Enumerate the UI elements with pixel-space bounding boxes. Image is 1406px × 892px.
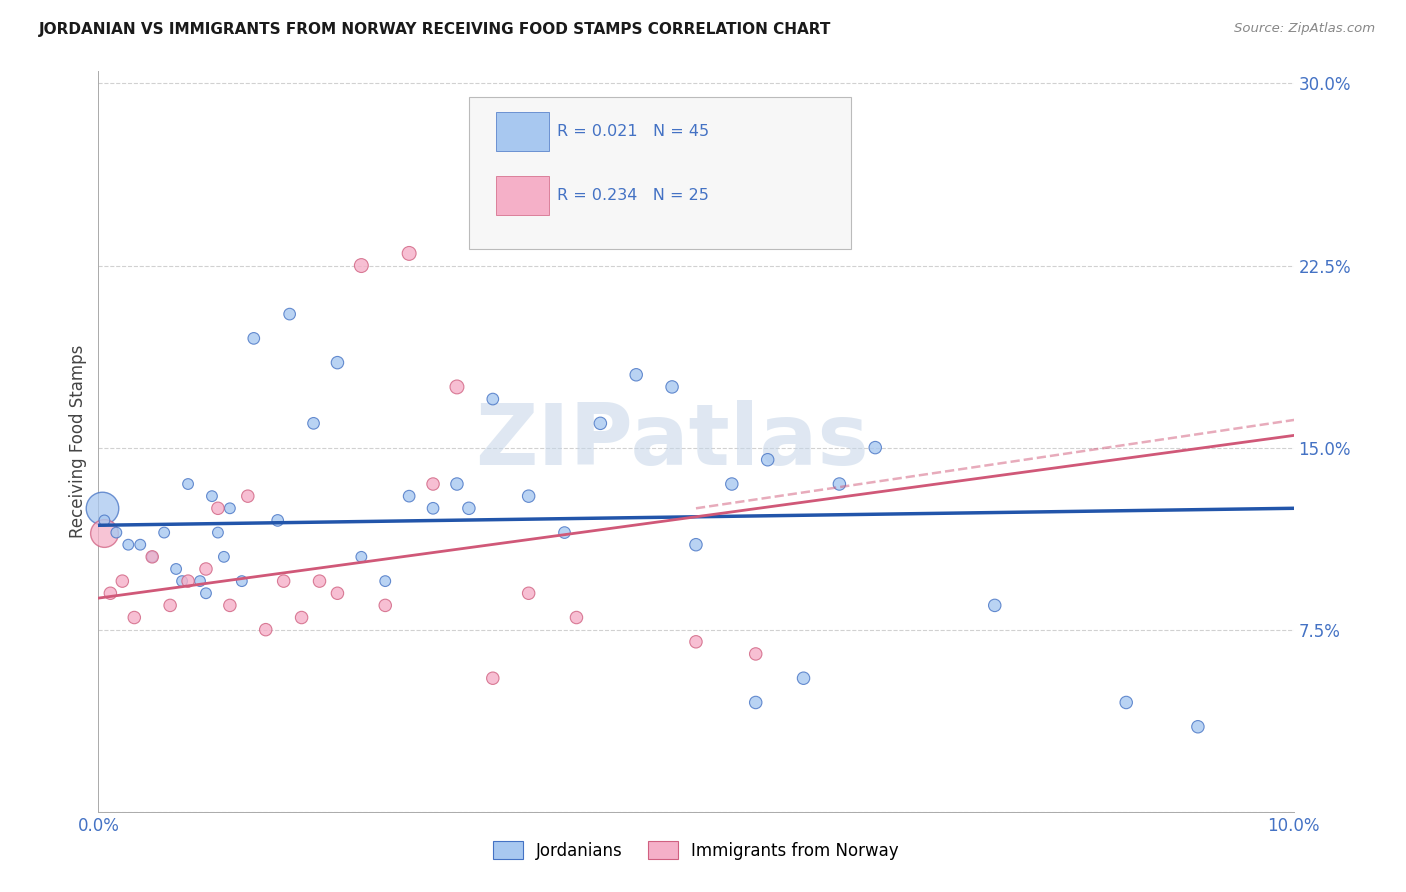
Point	[302, 417, 325, 431]
Point	[254, 623, 277, 637]
Point	[278, 307, 301, 321]
Point	[565, 610, 588, 624]
Point	[188, 574, 211, 588]
Point	[117, 538, 139, 552]
Point	[273, 574, 295, 588]
Point	[1115, 696, 1137, 710]
Point	[517, 586, 540, 600]
Point	[243, 331, 266, 345]
Point	[446, 477, 468, 491]
Text: R = 0.234   N = 25: R = 0.234 N = 25	[557, 188, 709, 203]
Point	[219, 501, 242, 516]
FancyBboxPatch shape	[496, 177, 548, 215]
Point	[721, 477, 744, 491]
Point	[207, 525, 229, 540]
Point	[201, 489, 224, 503]
Point	[93, 513, 115, 527]
Point	[141, 549, 163, 564]
Point	[98, 586, 122, 600]
Point	[756, 452, 779, 467]
Point	[165, 562, 187, 576]
Text: JORDANIAN VS IMMIGRANTS FROM NORWAY RECEIVING FOOD STAMPS CORRELATION CHART: JORDANIAN VS IMMIGRANTS FROM NORWAY RECE…	[39, 22, 832, 37]
Point	[422, 477, 444, 491]
Point	[374, 599, 396, 613]
Point	[374, 574, 396, 588]
Point	[745, 647, 768, 661]
Point	[236, 489, 259, 503]
Point	[291, 610, 314, 624]
Point	[195, 562, 218, 576]
Point	[195, 586, 218, 600]
Point	[589, 417, 612, 431]
Text: Source: ZipAtlas.com: Source: ZipAtlas.com	[1234, 22, 1375, 36]
Legend: Jordanians, Immigrants from Norway: Jordanians, Immigrants from Norway	[486, 835, 905, 866]
Y-axis label: Receiving Food Stamps: Receiving Food Stamps	[69, 345, 87, 538]
Point	[446, 380, 468, 394]
Point	[517, 489, 540, 503]
Point	[124, 610, 146, 624]
Point	[177, 574, 200, 588]
Point	[458, 501, 481, 516]
Point	[1187, 720, 1209, 734]
Point	[685, 635, 707, 649]
Point	[219, 599, 242, 613]
Point	[267, 513, 290, 527]
Point	[172, 574, 194, 588]
Point	[326, 356, 349, 370]
Point	[481, 392, 505, 406]
Point	[554, 525, 576, 540]
Point	[177, 477, 200, 491]
Point	[91, 501, 114, 516]
Point	[984, 599, 1007, 613]
Point	[398, 246, 420, 260]
Point	[141, 549, 163, 564]
Point	[350, 549, 373, 564]
Point	[212, 549, 235, 564]
Point	[159, 599, 181, 613]
Point	[865, 441, 887, 455]
Point	[308, 574, 330, 588]
Point	[685, 538, 707, 552]
Point	[111, 574, 134, 588]
Point	[129, 538, 152, 552]
Point	[828, 477, 851, 491]
Point	[398, 489, 420, 503]
Point	[93, 525, 115, 540]
Point	[326, 586, 349, 600]
Point	[481, 671, 505, 685]
Point	[793, 671, 815, 685]
FancyBboxPatch shape	[496, 112, 548, 151]
FancyBboxPatch shape	[470, 97, 852, 249]
Point	[350, 259, 373, 273]
Point	[153, 525, 176, 540]
Point	[661, 380, 683, 394]
Point	[207, 501, 229, 516]
Point	[105, 525, 128, 540]
Text: R = 0.021   N = 45: R = 0.021 N = 45	[557, 124, 710, 139]
Point	[231, 574, 253, 588]
Point	[422, 501, 444, 516]
Text: ZIPatlas: ZIPatlas	[475, 400, 869, 483]
Point	[626, 368, 648, 382]
Point	[745, 696, 768, 710]
